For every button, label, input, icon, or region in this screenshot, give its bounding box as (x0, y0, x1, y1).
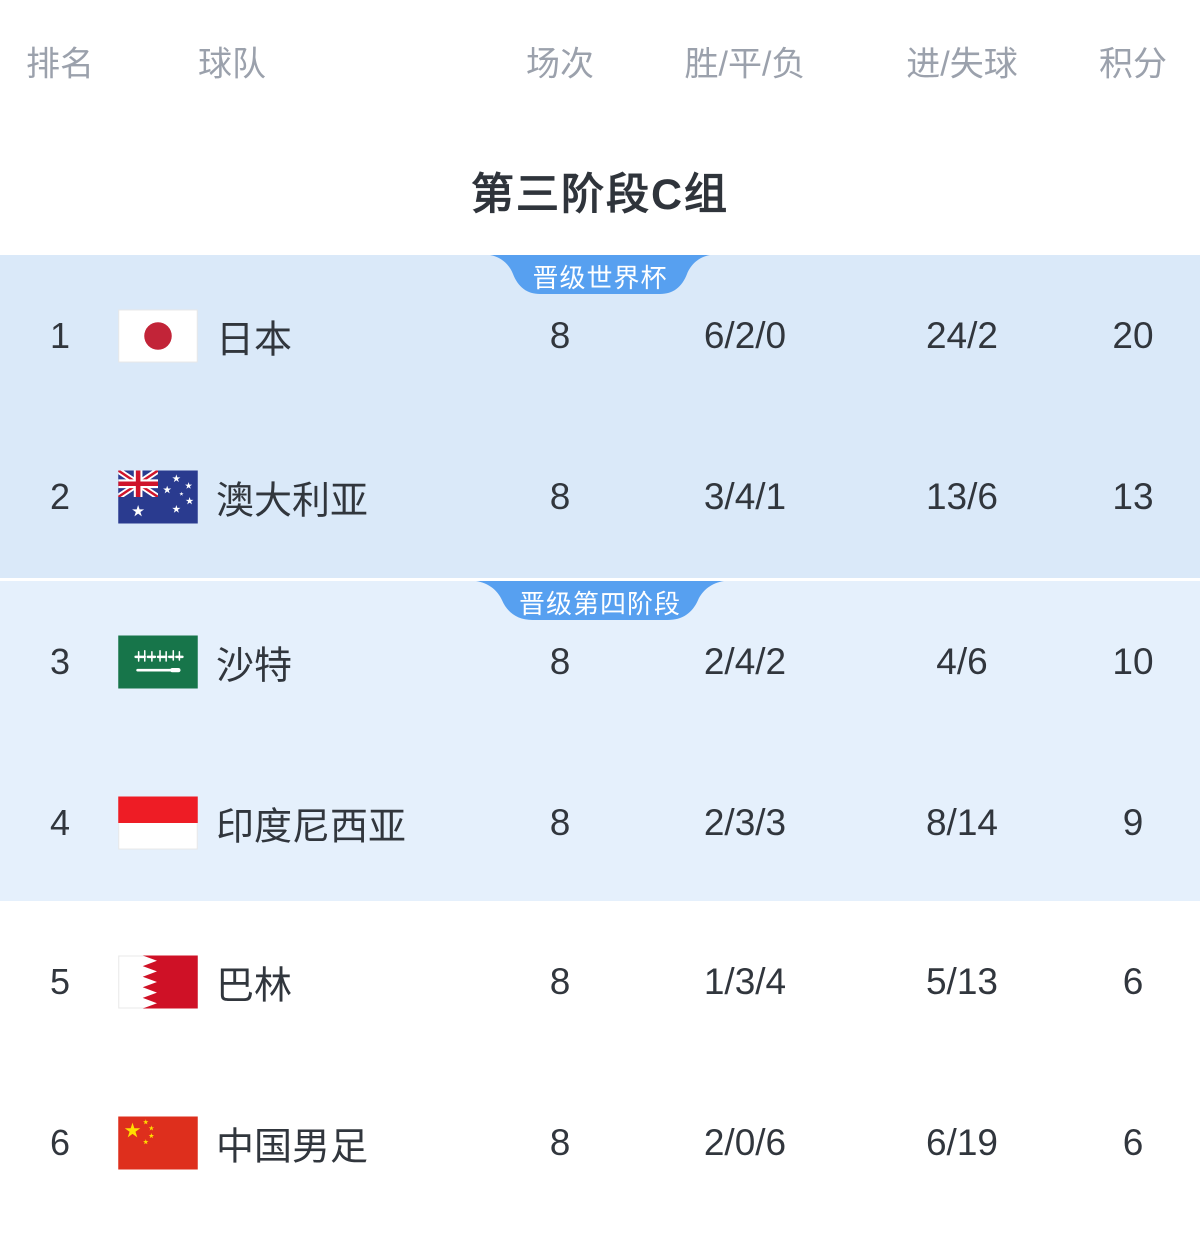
column-header-wdl: 胜/平/负 (684, 45, 806, 84)
saudi-arabia-flag-icon (118, 635, 198, 689)
team-name: 日本 (216, 319, 293, 362)
goals-value: 24/2 (925, 315, 998, 356)
played-value: 8 (549, 476, 571, 517)
points-value: 6 (1122, 1122, 1144, 1163)
goals-value: 8/14 (925, 802, 998, 843)
china-flag-icon (118, 1116, 198, 1170)
section-not-qualified: 5 巴林 8 1/3/4 5/13 6 6 (0, 901, 1200, 1245)
column-header-goals: 进/失球 (906, 45, 1018, 84)
qualification-badge-world-cup: 晋级世界杯 (490, 255, 710, 295)
wdl-value: 2/0/6 (703, 1122, 787, 1163)
wdl-value: 3/4/1 (703, 476, 787, 517)
goals-value: 13/6 (925, 476, 998, 517)
wdl-value: 2/3/3 (703, 802, 787, 843)
column-header-points: 积分 (1099, 45, 1167, 84)
qualification-badge-fourth-stage: 晋级第四阶段 (476, 581, 724, 621)
rank-value: 6 (49, 1122, 71, 1163)
column-header-played: 场次 (526, 45, 594, 84)
played-value: 8 (549, 1122, 571, 1163)
team-name: 巴林 (216, 965, 293, 1008)
rank-value: 5 (49, 961, 71, 1002)
section-world-cup-qualified: 晋级世界杯 1 日本 8 6/2/0 24/2 20 2 (0, 255, 1200, 578)
table-row-japan[interactable]: 1 日本 8 6/2/0 24/2 20 (0, 255, 1200, 417)
points-value: 20 (1112, 315, 1154, 356)
team-name: 中国男足 (216, 1126, 369, 1169)
played-value: 8 (549, 315, 571, 356)
played-value: 8 (549, 641, 571, 682)
rank-value: 4 (49, 802, 71, 843)
bahrain-flag-icon (118, 955, 198, 1009)
goals-value: 6/19 (925, 1122, 998, 1163)
rank-value: 3 (49, 641, 71, 682)
played-value: 8 (549, 961, 571, 1002)
column-header-team: 球队 (198, 45, 266, 84)
australia-flag-icon (118, 470, 198, 524)
goals-value: 4/6 (936, 641, 988, 682)
table-row-saudi-arabia[interactable]: 3 沙特 8 2/4/2 4/6 10 (0, 581, 1200, 743)
goals-value: 5/13 (925, 961, 998, 1002)
points-value: 13 (1112, 476, 1154, 517)
played-value: 8 (549, 802, 571, 843)
team-name: 印度尼西亚 (216, 806, 407, 849)
table-row-indonesia[interactable]: 4 印度尼西亚 8 2/3/3 8/14 9 (0, 742, 1200, 904)
table-row-australia[interactable]: 2 (0, 416, 1200, 578)
points-value: 10 (1112, 641, 1154, 682)
points-value: 6 (1122, 961, 1144, 1002)
indonesia-flag-icon (118, 796, 198, 850)
wdl-value: 1/3/4 (703, 961, 787, 1002)
table-header-row: 排名 球队 场次 胜/平/负 进/失球 积分 (0, 34, 1200, 88)
points-value: 9 (1122, 802, 1144, 843)
section-fourth-stage-qualified: 晋级第四阶段 3 沙特 8 2/4/2 4/6 10 (0, 581, 1200, 901)
team-name: 澳大利亚 (216, 480, 369, 523)
badge-label: 晋级世界杯 (532, 263, 668, 293)
table-row-bahrain[interactable]: 5 巴林 8 1/3/4 5/13 6 (0, 901, 1200, 1063)
page-title: 第三阶段C组 (470, 171, 730, 219)
team-name: 沙特 (216, 645, 293, 688)
japan-flag-icon (118, 309, 198, 363)
badge-label: 晋级第四阶段 (518, 589, 681, 619)
column-header-rank: 排名 (26, 45, 94, 84)
wdl-value: 2/4/2 (703, 641, 787, 682)
rank-value: 1 (49, 315, 71, 356)
wdl-value: 6/2/0 (703, 315, 787, 356)
rank-value: 2 (49, 476, 71, 517)
table-row-china[interactable]: 6 中国男足 8 2/0/6 6/19 6 (0, 1062, 1200, 1224)
